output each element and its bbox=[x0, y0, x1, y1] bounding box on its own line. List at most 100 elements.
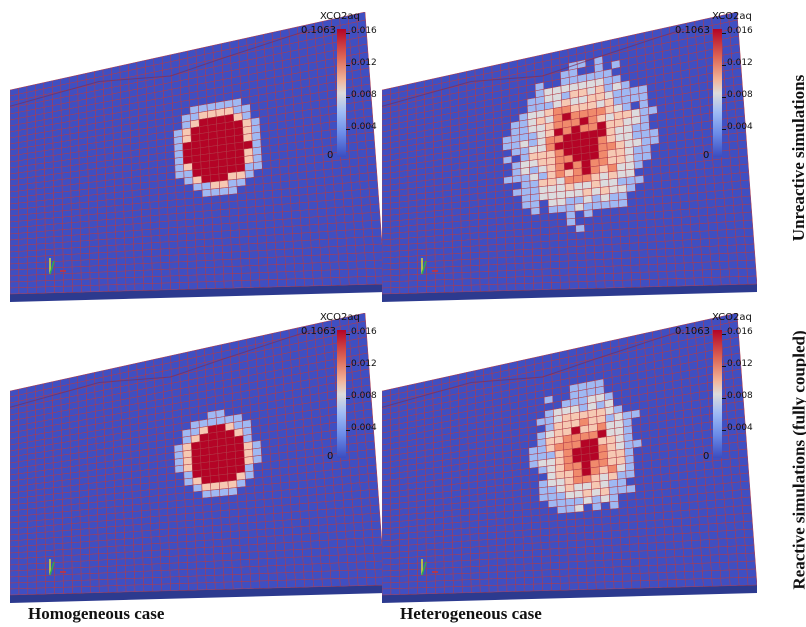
grid-cell bbox=[529, 166, 539, 175]
grid-cell bbox=[661, 187, 672, 197]
grid-cell bbox=[353, 220, 364, 230]
grid-cell bbox=[289, 488, 300, 498]
grid-cell bbox=[488, 578, 499, 586]
grid-cell bbox=[382, 570, 392, 578]
grid-cell bbox=[123, 190, 133, 199]
grid-cell bbox=[185, 526, 196, 535]
grid-cell bbox=[336, 538, 347, 548]
grid-cell bbox=[390, 539, 400, 547]
grid-cell bbox=[503, 470, 513, 479]
grid-cell bbox=[699, 222, 709, 232]
grid-cell bbox=[590, 165, 600, 175]
grid-cell bbox=[382, 576, 392, 584]
grid-cell bbox=[260, 446, 271, 456]
grid-cell bbox=[529, 480, 540, 490]
grid-cell bbox=[327, 523, 337, 533]
grid-cell bbox=[186, 554, 197, 563]
grid-cell bbox=[124, 257, 135, 265]
grid-cell bbox=[114, 211, 125, 220]
grid-cell bbox=[610, 229, 621, 238]
grid-cell bbox=[407, 500, 418, 509]
grid-cell bbox=[27, 544, 37, 553]
grid-cell bbox=[191, 462, 202, 472]
grid-cell bbox=[478, 238, 489, 246]
slab-side bbox=[382, 585, 757, 603]
grid-cell bbox=[372, 536, 383, 546]
grid-cell bbox=[581, 173, 592, 183]
grid-cell bbox=[281, 496, 292, 506]
grid-cell bbox=[316, 501, 327, 511]
grid-cell bbox=[382, 257, 392, 265]
grid-cell bbox=[116, 571, 126, 580]
grid-cell bbox=[220, 208, 230, 218]
grid-cell bbox=[131, 477, 141, 486]
grid-cell bbox=[211, 209, 222, 218]
grid-cell bbox=[469, 199, 479, 208]
grid-cell bbox=[222, 552, 233, 561]
grid-cell bbox=[134, 584, 145, 592]
grid-cell bbox=[234, 435, 244, 445]
grid-cell bbox=[399, 256, 409, 264]
grid-cell bbox=[656, 256, 667, 265]
grid-cell bbox=[287, 149, 298, 159]
grid-cell bbox=[27, 194, 37, 203]
grid-cell bbox=[35, 507, 46, 515]
grid-cell bbox=[479, 552, 489, 561]
grid-cell bbox=[194, 232, 205, 241]
grid-cell bbox=[541, 268, 552, 277]
grid-cell bbox=[583, 209, 594, 218]
grid-cell bbox=[623, 131, 634, 141]
grid-cell bbox=[684, 277, 695, 287]
grid-cell bbox=[96, 481, 107, 490]
grid-cell bbox=[209, 460, 219, 470]
grid-cell bbox=[142, 563, 153, 572]
grid-cell bbox=[97, 232, 108, 241]
grid-cell bbox=[61, 491, 72, 500]
grid-cell bbox=[461, 585, 472, 594]
grid-cell bbox=[559, 267, 570, 276]
grid-cell bbox=[650, 143, 660, 153]
grid-cell bbox=[506, 571, 516, 579]
grid-cell bbox=[743, 219, 754, 229]
grid-cell bbox=[512, 202, 523, 211]
grid-cell bbox=[601, 215, 612, 224]
grid-cell bbox=[247, 529, 258, 538]
grid-cell bbox=[621, 257, 632, 266]
grid-cell bbox=[36, 525, 46, 534]
ridge-line bbox=[10, 28, 313, 107]
grid-cell bbox=[347, 268, 358, 278]
grid-cell bbox=[272, 196, 283, 206]
grid-cell bbox=[451, 483, 461, 492]
grid-cell bbox=[62, 247, 73, 256]
grid-cell bbox=[63, 586, 73, 594]
grid-cell bbox=[291, 225, 302, 234]
grid-cell bbox=[344, 514, 355, 524]
grid-cell bbox=[114, 197, 124, 206]
grid-cell bbox=[321, 129, 331, 140]
grid-cell bbox=[524, 577, 534, 585]
grid-cell bbox=[89, 284, 100, 293]
grid-cell bbox=[520, 474, 531, 484]
grid-cell bbox=[289, 480, 299, 490]
grid-cell bbox=[399, 286, 410, 294]
grid-cell bbox=[208, 145, 219, 154]
grid-cell bbox=[62, 548, 73, 557]
grid-cell bbox=[515, 283, 526, 291]
grid-cell bbox=[53, 229, 64, 237]
grid-cell bbox=[609, 192, 619, 202]
grid-cell bbox=[63, 580, 73, 588]
grid-cell bbox=[522, 214, 532, 223]
grid-cell bbox=[529, 467, 539, 476]
grid-cell bbox=[479, 258, 489, 266]
grid-cell bbox=[209, 166, 220, 176]
grid-cell bbox=[556, 204, 567, 214]
grid-cell bbox=[168, 227, 178, 236]
grid-cell bbox=[548, 226, 559, 235]
grid-cell bbox=[71, 247, 82, 255]
grid-cell bbox=[495, 524, 506, 533]
grid-cell bbox=[10, 540, 20, 548]
grid-cell bbox=[88, 200, 98, 209]
grid-cell bbox=[286, 278, 296, 287]
grid-cell bbox=[106, 519, 116, 528]
grid-cell bbox=[522, 536, 533, 545]
